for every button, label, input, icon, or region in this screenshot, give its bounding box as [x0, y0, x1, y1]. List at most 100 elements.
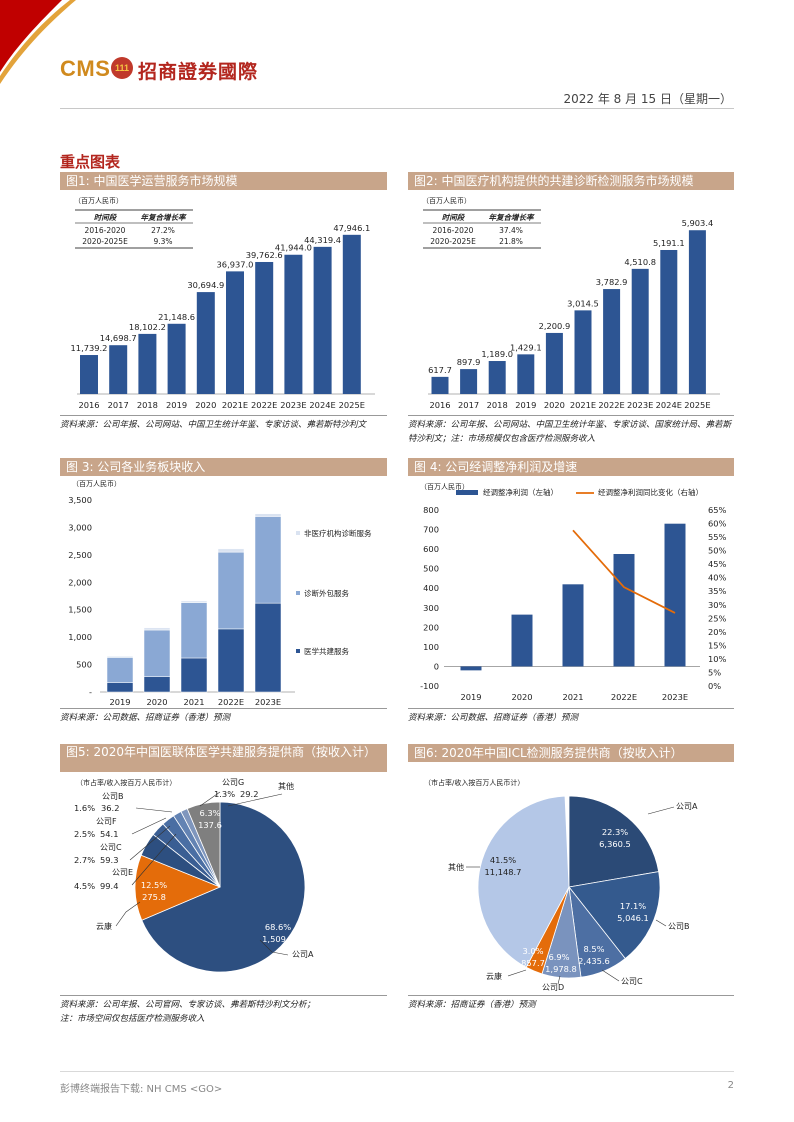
slice-label: 36.2: [101, 803, 119, 813]
slice-label: 275.8: [142, 892, 166, 902]
bar: [342, 234, 361, 394]
page-number: 2: [727, 1080, 734, 1091]
y2-tick-label: 15%: [708, 640, 727, 650]
figure-2-source: 资料来源：公司年报、公司网站、中国卫生统计年鉴、专家访谈、国家统计局、弗若斯特沙…: [408, 420, 732, 444]
y-tick-label: 600: [423, 544, 439, 554]
figure-6-rule: [408, 995, 734, 996]
slice-name: 其他: [448, 862, 464, 872]
bar: [631, 268, 649, 394]
table-cell: 2020-2025E: [82, 237, 128, 246]
table-cell: 27.2%: [151, 226, 175, 235]
y-tick-label: 2,500: [68, 550, 92, 560]
company-name: 招商證券國際: [138, 61, 259, 83]
bar: [603, 289, 621, 394]
table-cell: 37.4%: [499, 226, 523, 235]
slice-name: 公司A: [292, 950, 314, 959]
x-tick-label: 2025E: [684, 400, 710, 410]
slice-label: 68.6%: [265, 922, 291, 932]
y2-tick-label: 0%: [708, 681, 721, 691]
slice-name: 公司G: [222, 778, 244, 787]
bar: [688, 230, 706, 394]
legend-label: 诊断外包服务: [304, 588, 349, 598]
table-cell: 2016-2020: [85, 226, 126, 235]
y2-tick-label: 5%: [708, 667, 721, 677]
bar: [167, 323, 186, 394]
figure-4-chart: （百万人民币） 经调整净利润（左轴） 经调整净利润同比变化（右轴） -100 0 100 2…: [420, 483, 727, 702]
slice-label: 41.5%: [490, 855, 516, 865]
y2-tick-label: 30%: [708, 600, 727, 610]
corner-ribbon-decoration: [0, 0, 76, 84]
figure-2-title: 图2: 中国医疗机构提供的共建诊断检测服务市场规模: [408, 172, 734, 190]
slice-name: 公司C: [621, 977, 643, 986]
y-tick-label: 3,500: [68, 495, 92, 505]
data-label: 21,148.6: [158, 312, 195, 322]
figure-4-title: 图 4: 公司经调整净利润及增速: [408, 458, 734, 476]
figure-5-rule: [60, 995, 387, 996]
data-label: 617.7: [428, 365, 452, 375]
slice-label: 857.7: [521, 958, 545, 968]
figure-3-title: 图 3: 公司各业务板块收入: [60, 458, 387, 476]
slice-label: 22.3%: [602, 827, 628, 837]
figure-6-title: 图6: 2020年中国ICL检测服务提供商（按收入计）: [408, 744, 734, 762]
x-tick-label: 2019: [515, 400, 536, 410]
y-tick-label: 700: [423, 525, 439, 535]
stacked-bar-segment: [106, 657, 134, 683]
y-tick-label: 200: [423, 622, 439, 632]
figure-5-chart: （市占率/收入按百万人民币计） 68.6% 1,509.3 12.5% 275.8 6.3…: [74, 778, 314, 973]
x-tick-label: 2022E: [251, 400, 277, 410]
x-tick-label: 2020: [146, 697, 167, 707]
y2-tick-label: 45%: [708, 559, 727, 569]
slice-label: 2,435.6: [578, 956, 610, 966]
slice-name: 公司C: [100, 843, 122, 852]
slice-label: 29.2: [240, 789, 258, 799]
x-tick-label: 2019: [109, 697, 130, 707]
bar: [138, 333, 157, 394]
figure-4-rule: [408, 708, 734, 709]
x-tick-label: 2023E: [662, 692, 688, 702]
data-label: 5,191.1: [653, 238, 685, 248]
data-label: 1,189.0: [481, 349, 513, 359]
figure-6-source: 资料来源：招商证券（香港）预测: [408, 1000, 536, 1010]
y-tick-label: 1,500: [68, 605, 92, 615]
x-tick-label: 2022E: [611, 692, 637, 702]
x-tick-label: 2024E: [656, 400, 682, 410]
data-label: 39,762.6: [246, 250, 283, 260]
slice-label: 12.5%: [141, 880, 167, 890]
y-tick-label: 400: [423, 583, 439, 593]
y-tick-label: -: [89, 687, 92, 697]
unit-label: （百万人民币）: [72, 480, 121, 488]
bar: [80, 355, 98, 394]
unit-label: （百万人民币）: [422, 197, 471, 205]
slice-label: 3.0%: [522, 946, 543, 956]
x-tick-label: 2018: [487, 400, 508, 410]
x-tick-label: 2020: [544, 400, 565, 410]
x-tick-label: 2024E: [309, 400, 335, 410]
data-label: 2,200.9: [539, 321, 571, 331]
pie-slice: [134, 854, 222, 921]
figure-5-source-1: 资料来源：公司年报、公司官网、专家访谈、弗若斯特沙利文分析；: [60, 1000, 316, 1010]
table-cell: 9.3%: [153, 237, 172, 246]
y-tick-label: 2,000: [68, 577, 92, 587]
y2-tick-label: 65%: [708, 505, 727, 515]
legend-label: 经调整净利润同比变化（右轴）: [598, 487, 703, 497]
y2-tick-label: 25%: [708, 613, 727, 623]
y-tick-label: -100: [420, 681, 439, 691]
slice-name: 公司F: [96, 817, 117, 826]
slice-label: 54.1: [100, 829, 118, 839]
stacked-bar-segment: [217, 548, 245, 553]
y2-tick-label: 50%: [708, 546, 727, 556]
leader-line: [507, 969, 527, 977]
data-label: 3,782.9: [596, 277, 628, 287]
slice-label: 6.9%: [548, 952, 569, 962]
stacked-bar-segment: [143, 629, 171, 677]
unit-label: （市占率/收入按百万人民币计）: [424, 778, 524, 787]
leader-line: [227, 793, 283, 807]
data-label: 18,102.2: [129, 322, 166, 332]
data-label: 3,014.5: [567, 298, 599, 308]
slice-label: 59.3: [100, 855, 118, 865]
x-tick-label: 2019: [166, 400, 187, 410]
growth-line: [572, 529, 676, 614]
slice-label: 6,360.5: [599, 839, 631, 849]
figure-1-chart: （百万人民币） 时间段 年复合增长率 2016-2020 27.2% 2020-2025E…: [71, 197, 375, 410]
